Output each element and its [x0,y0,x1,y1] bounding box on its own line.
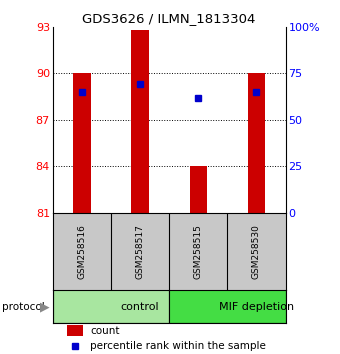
Bar [67,325,83,336]
Text: GSM258515: GSM258515 [194,224,203,279]
Text: GSM258517: GSM258517 [136,224,144,279]
Title: GDS3626 / ILMN_1813304: GDS3626 / ILMN_1813304 [83,12,256,25]
Text: ▶: ▶ [40,300,50,313]
Bar [169,290,286,323]
Bar [53,290,169,323]
Text: percentile rank within the sample: percentile rank within the sample [90,341,266,351]
Bar [248,73,265,213]
Text: count: count [90,326,119,336]
Text: MIF depletion: MIF depletion [219,302,294,312]
Bar [189,166,207,213]
Text: protocol: protocol [2,302,45,312]
Bar [131,30,149,213]
Text: GSM258530: GSM258530 [252,224,261,279]
Bar [73,73,90,213]
Text: GSM258516: GSM258516 [77,224,86,279]
Text: control: control [121,302,159,312]
